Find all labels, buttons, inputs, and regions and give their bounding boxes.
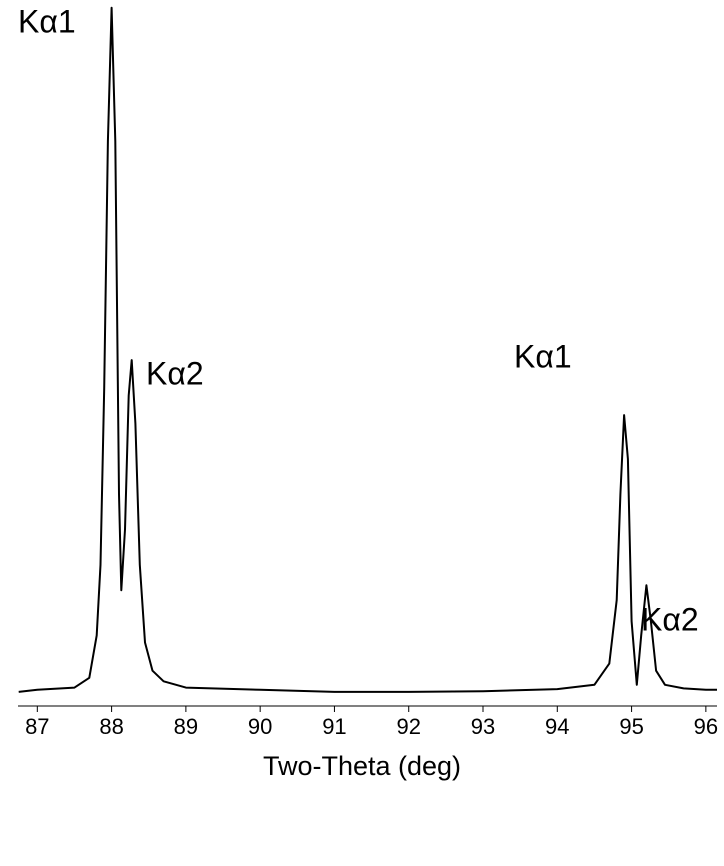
x-tick-label: 87 [25,714,49,739]
x-tick-label: 94 [545,714,569,739]
spectrum-line [18,6,717,693]
x-tick-label: 93 [471,714,495,739]
x-tick-label: 92 [396,714,420,739]
peak-annotation: Kα2 [146,355,204,391]
x-tick-label: 88 [99,714,123,739]
x-tick-label: 95 [619,714,643,739]
x-axis-title: Two-Theta (deg) [263,751,461,781]
x-tick-label: 89 [174,714,198,739]
x-tick-label: 91 [322,714,346,739]
x-tick-label: 90 [248,714,272,739]
x-tick-label: 96 [694,714,718,739]
peak-annotation: Kα1 [18,3,76,39]
peak-annotation: Kα1 [514,338,572,374]
peak-annotation: Kα2 [641,601,699,637]
